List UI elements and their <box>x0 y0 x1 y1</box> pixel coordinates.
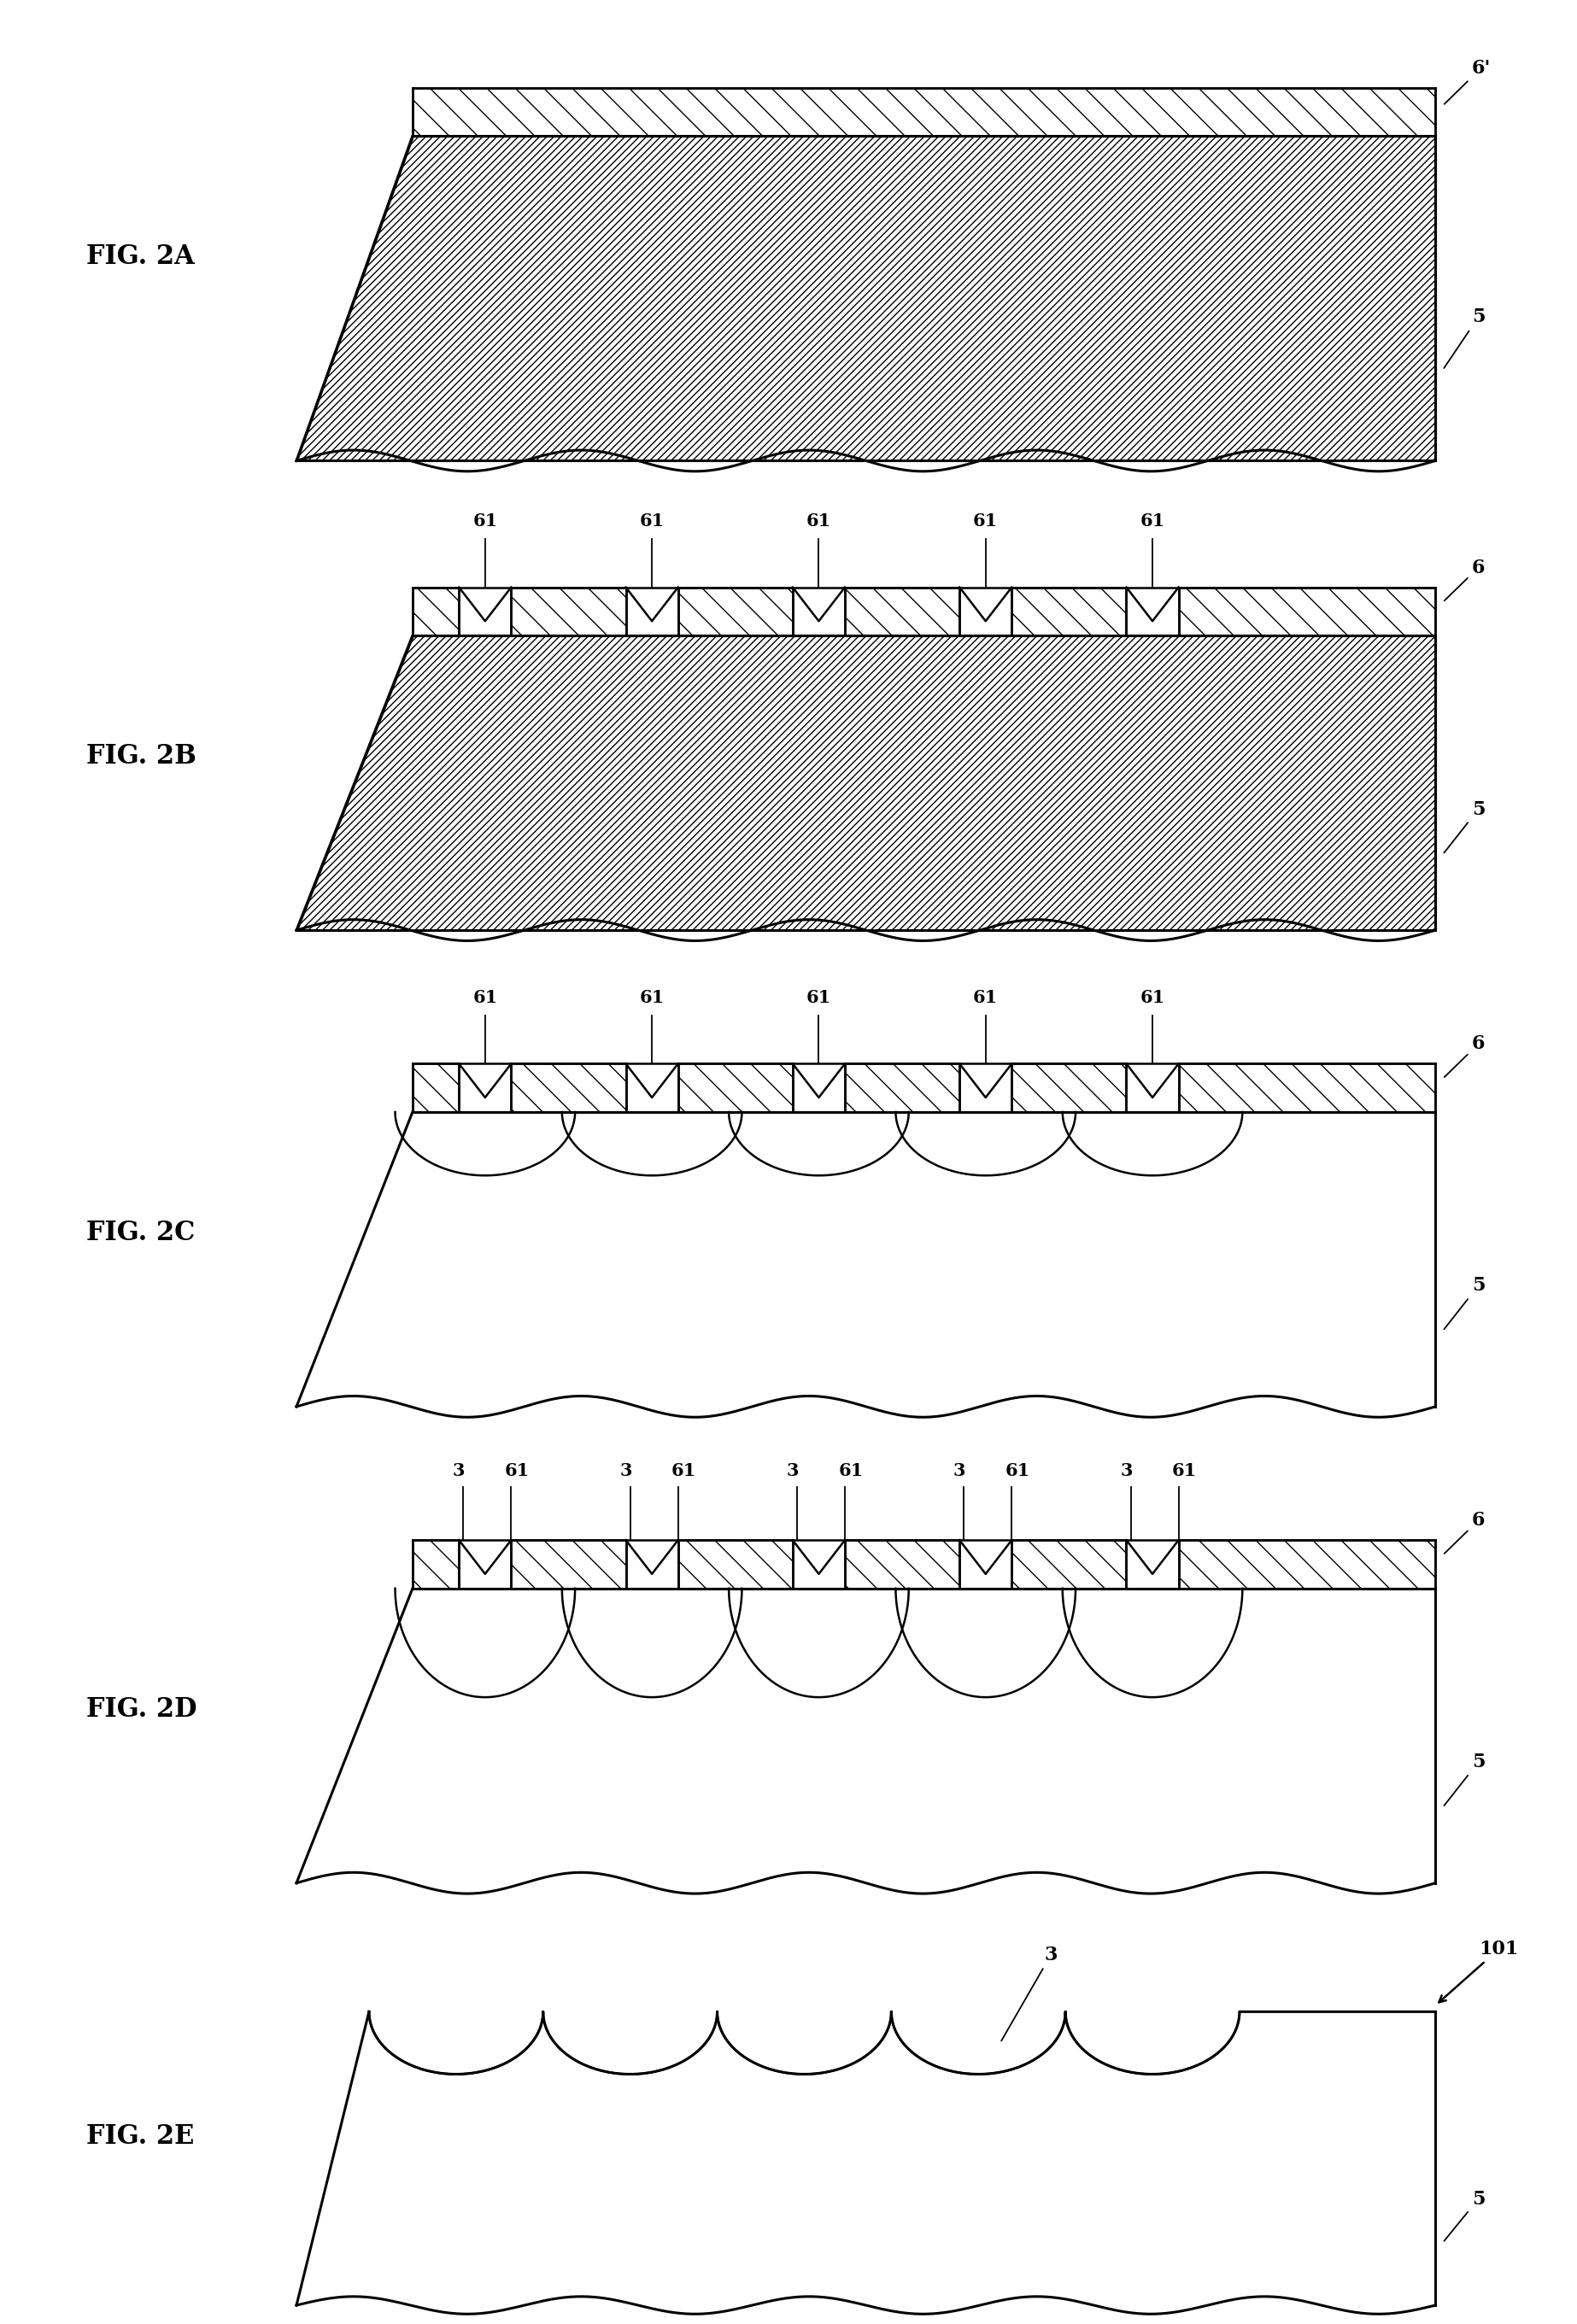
Text: 3: 3 <box>620 1462 632 1480</box>
Polygon shape <box>413 1541 459 1590</box>
Text: 5: 5 <box>1445 1276 1486 1329</box>
Text: 61: 61 <box>973 514 998 530</box>
Polygon shape <box>678 1541 793 1590</box>
Text: 5: 5 <box>1445 1752 1486 1806</box>
Polygon shape <box>561 1111 741 1176</box>
Polygon shape <box>369 2013 542 2073</box>
Polygon shape <box>1178 1541 1435 1590</box>
Polygon shape <box>511 1064 626 1111</box>
Text: 61: 61 <box>839 1462 863 1480</box>
Polygon shape <box>296 1111 1435 1406</box>
Polygon shape <box>896 1111 1076 1176</box>
Polygon shape <box>1178 1064 1435 1111</box>
Text: 61: 61 <box>473 990 498 1006</box>
Polygon shape <box>1178 588 1435 637</box>
Text: 61: 61 <box>973 990 998 1006</box>
Polygon shape <box>542 2013 718 2073</box>
Text: 6': 6' <box>1445 58 1490 105</box>
Text: 61: 61 <box>505 1462 530 1480</box>
Polygon shape <box>845 1064 959 1111</box>
Polygon shape <box>511 588 626 637</box>
Polygon shape <box>845 1541 959 1590</box>
Polygon shape <box>845 588 959 637</box>
Text: FIG. 2B: FIG. 2B <box>87 744 196 769</box>
Text: FIG. 2E: FIG. 2E <box>87 2124 194 2150</box>
Text: 6: 6 <box>1445 558 1486 600</box>
Text: 3: 3 <box>1001 1945 1058 2040</box>
Text: 61: 61 <box>1005 1462 1030 1480</box>
Text: 3: 3 <box>787 1462 800 1480</box>
Text: 5: 5 <box>1445 2189 1486 2240</box>
Polygon shape <box>413 1064 459 1111</box>
Polygon shape <box>1012 1541 1126 1590</box>
Polygon shape <box>413 588 459 637</box>
Text: 3: 3 <box>954 1462 965 1480</box>
Text: FIG. 2D: FIG. 2D <box>87 1697 197 1722</box>
Polygon shape <box>396 1590 576 1697</box>
Polygon shape <box>729 1111 908 1176</box>
Polygon shape <box>561 1590 741 1697</box>
Text: 61: 61 <box>639 514 664 530</box>
Text: FIG. 2A: FIG. 2A <box>87 244 194 270</box>
Text: 61: 61 <box>1140 990 1165 1006</box>
Polygon shape <box>1063 1111 1243 1176</box>
Text: 5: 5 <box>1445 799 1486 853</box>
Text: 6: 6 <box>1445 1034 1486 1076</box>
Text: 61: 61 <box>1140 514 1165 530</box>
Polygon shape <box>896 1590 1076 1697</box>
Polygon shape <box>729 1590 908 1697</box>
Polygon shape <box>296 637 1435 930</box>
Text: 61: 61 <box>806 990 831 1006</box>
Polygon shape <box>678 1064 793 1111</box>
Polygon shape <box>396 1111 576 1176</box>
Polygon shape <box>1063 1590 1243 1697</box>
Polygon shape <box>296 135 1435 460</box>
Polygon shape <box>678 588 793 637</box>
Text: 5: 5 <box>1445 307 1486 367</box>
Polygon shape <box>891 2013 1066 2073</box>
Polygon shape <box>296 2013 1435 2315</box>
Text: 61: 61 <box>672 1462 697 1480</box>
Text: FIG. 2C: FIG. 2C <box>87 1220 196 1246</box>
Polygon shape <box>1012 588 1126 637</box>
Text: 3: 3 <box>453 1462 465 1480</box>
Polygon shape <box>718 2013 891 2073</box>
Text: 61: 61 <box>639 990 664 1006</box>
Text: 61: 61 <box>1172 1462 1197 1480</box>
Polygon shape <box>511 1541 626 1590</box>
Text: 61: 61 <box>806 514 831 530</box>
Polygon shape <box>1066 2013 1240 2073</box>
Text: 101: 101 <box>1438 1941 1519 2003</box>
Polygon shape <box>1012 1064 1126 1111</box>
Text: 61: 61 <box>473 514 498 530</box>
Text: 6: 6 <box>1445 1511 1486 1552</box>
Polygon shape <box>413 88 1435 135</box>
Polygon shape <box>296 1590 1435 1882</box>
Text: 3: 3 <box>1120 1462 1132 1480</box>
